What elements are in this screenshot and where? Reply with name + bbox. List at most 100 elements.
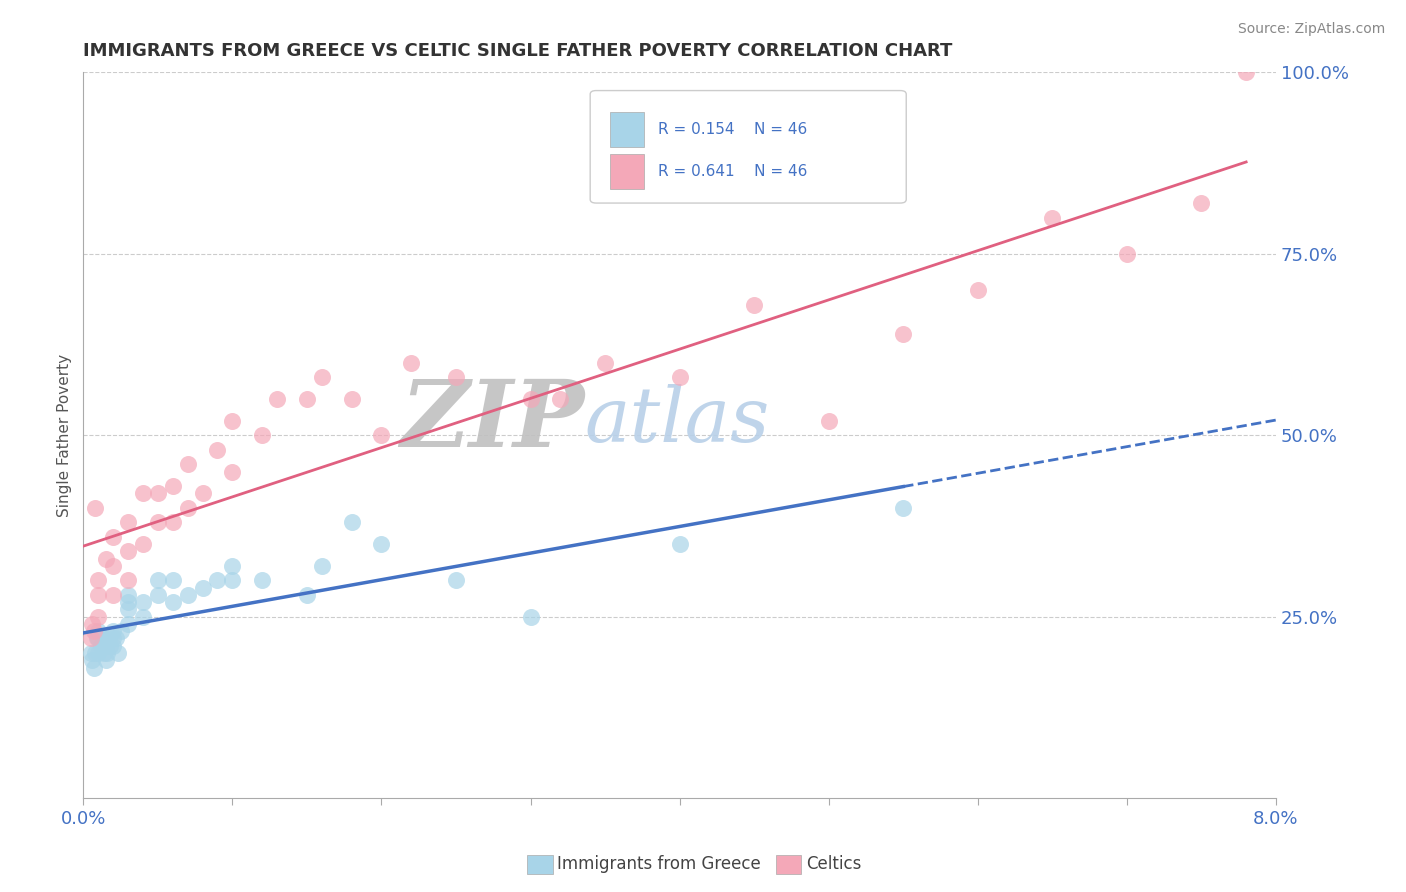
- Point: [117, 516, 139, 530]
- Bar: [610, 112, 644, 147]
- Point: [94, 653, 117, 667]
- Point: [82, 653, 104, 667]
- Point: [87, 646, 110, 660]
- Point: [250, 574, 273, 588]
- Point: [83, 660, 105, 674]
- Point: [176, 458, 198, 472]
- Point: [191, 581, 214, 595]
- Point: [295, 392, 318, 406]
- Point: [90, 639, 112, 653]
- Point: [132, 609, 155, 624]
- Point: [250, 428, 273, 442]
- Point: [519, 392, 541, 406]
- Point: [162, 479, 184, 493]
- Point: [93, 646, 115, 660]
- Text: IMMIGRANTS FROM GREECE VS CELTIC SINGLE FATHER POVERTY CORRELATION CHART: IMMIGRANTS FROM GREECE VS CELTIC SINGLE …: [83, 42, 953, 60]
- Point: [87, 632, 110, 646]
- Text: atlas: atlas: [585, 384, 769, 458]
- FancyBboxPatch shape: [591, 91, 907, 203]
- Point: [146, 486, 169, 500]
- Point: [80, 632, 103, 646]
- Point: [132, 595, 155, 609]
- Point: [101, 530, 124, 544]
- Point: [117, 574, 139, 588]
- Point: [84, 500, 107, 515]
- Point: [146, 574, 169, 588]
- Point: [80, 646, 103, 660]
- Point: [668, 537, 690, 551]
- Point: [94, 551, 117, 566]
- Point: [87, 609, 110, 624]
- Point: [110, 624, 132, 639]
- Point: [311, 370, 333, 384]
- Bar: [610, 153, 644, 188]
- Point: [132, 537, 155, 551]
- Point: [176, 588, 198, 602]
- Point: [105, 632, 128, 646]
- Point: [162, 574, 184, 588]
- Point: [340, 392, 363, 406]
- Point: [94, 639, 117, 653]
- Point: [162, 595, 184, 609]
- Point: [97, 632, 120, 646]
- Point: [117, 602, 139, 616]
- Point: [117, 595, 139, 609]
- Point: [146, 588, 169, 602]
- Point: [550, 392, 572, 406]
- Point: [1189, 196, 1212, 211]
- Point: [891, 326, 914, 341]
- Point: [340, 516, 363, 530]
- Text: Celtics: Celtics: [806, 855, 860, 873]
- Point: [84, 646, 107, 660]
- Point: [593, 356, 616, 370]
- Text: ZIP: ZIP: [399, 376, 585, 466]
- Point: [191, 486, 214, 500]
- Point: [221, 414, 243, 428]
- Point: [101, 558, 124, 573]
- Text: Source: ZipAtlas.com: Source: ZipAtlas.com: [1237, 22, 1385, 37]
- Point: [132, 486, 155, 500]
- Point: [146, 516, 169, 530]
- Point: [311, 558, 333, 573]
- Point: [295, 588, 318, 602]
- Point: [1115, 247, 1137, 261]
- Point: [87, 624, 110, 639]
- Point: [96, 646, 118, 660]
- Point: [117, 588, 139, 602]
- Point: [966, 283, 988, 297]
- Point: [117, 617, 139, 632]
- Point: [221, 574, 243, 588]
- Point: [221, 465, 243, 479]
- Point: [176, 500, 198, 515]
- Point: [891, 500, 914, 515]
- Y-axis label: Single Father Poverty: Single Father Poverty: [58, 354, 72, 516]
- Point: [87, 574, 110, 588]
- Point: [742, 298, 765, 312]
- Point: [207, 574, 229, 588]
- Point: [519, 609, 541, 624]
- Point: [98, 639, 121, 653]
- Point: [207, 442, 229, 457]
- Point: [444, 574, 467, 588]
- Point: [221, 558, 243, 573]
- Text: R = 0.641    N = 46: R = 0.641 N = 46: [658, 163, 807, 178]
- Point: [101, 588, 124, 602]
- Point: [817, 414, 839, 428]
- Point: [101, 624, 124, 639]
- Point: [87, 588, 110, 602]
- Point: [401, 356, 423, 370]
- Point: [117, 544, 139, 558]
- Point: [82, 617, 104, 632]
- Text: Immigrants from Greece: Immigrants from Greece: [557, 855, 761, 873]
- Point: [266, 392, 288, 406]
- Point: [86, 632, 108, 646]
- Point: [370, 537, 392, 551]
- Point: [1234, 65, 1257, 79]
- Point: [668, 370, 690, 384]
- Text: R = 0.154    N = 46: R = 0.154 N = 46: [658, 122, 807, 137]
- Point: [162, 516, 184, 530]
- Point: [83, 624, 105, 639]
- Point: [101, 632, 124, 646]
- Point: [91, 632, 114, 646]
- Point: [444, 370, 467, 384]
